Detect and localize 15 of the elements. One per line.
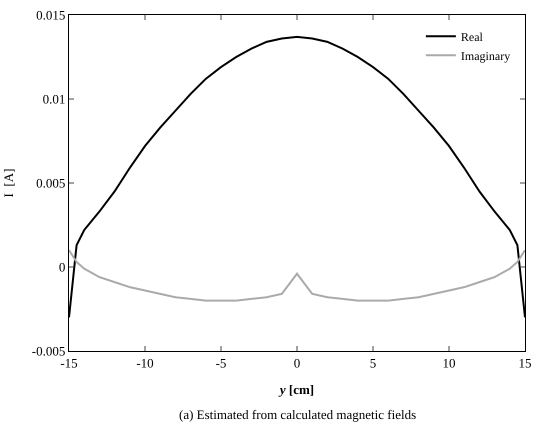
legend-label: Real bbox=[460, 30, 484, 44]
y-axis-title: I [A] bbox=[0, 168, 16, 198]
y-tick-label: 0.005 bbox=[36, 176, 66, 191]
y-tick-label: 0.01 bbox=[42, 92, 66, 107]
legend-label: Imaginary bbox=[460, 48, 510, 63]
x-tick-label: 10 bbox=[442, 356, 456, 371]
x-tick-label: 15 bbox=[518, 356, 532, 371]
y-tick-label: 0 bbox=[58, 260, 66, 275]
y-tick-label: 0.015 bbox=[36, 8, 66, 23]
x-tick-label: 5 bbox=[370, 356, 376, 371]
x-axis-title: y [cm] bbox=[278, 382, 314, 398]
x-tick-label: 0 bbox=[294, 356, 300, 371]
x-tick-label: -10 bbox=[136, 356, 154, 371]
text: (a) Estimated from calculated magnetic fields bbox=[179, 407, 416, 422]
x-tick-label: -5 bbox=[216, 356, 226, 371]
